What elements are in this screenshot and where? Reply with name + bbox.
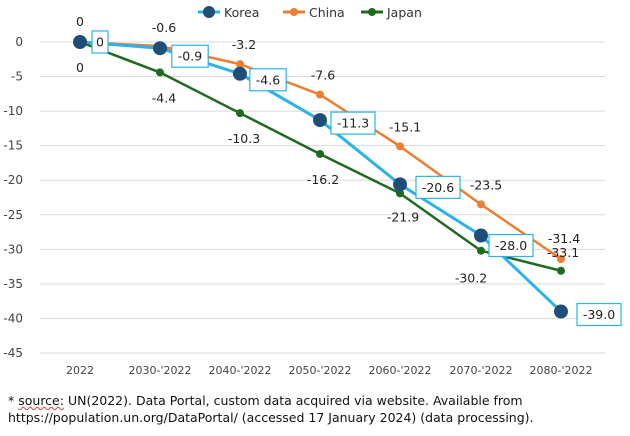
data-point-korea	[313, 113, 327, 128]
data-point-korea	[153, 41, 167, 56]
data-point-china	[477, 200, 485, 209]
x-tick-label: 2050-'2022	[289, 364, 352, 377]
y-axis: 0 -5 -10 -15 -20 -25 -30 -35 -40 -45	[3, 35, 23, 360]
data-point-japan	[557, 266, 565, 275]
y-tick-label: -40	[3, 311, 23, 325]
japan-data-label: -16.2	[307, 172, 339, 187]
data-point-japan	[396, 189, 404, 198]
korea-label-box	[330, 111, 376, 135]
footnote-text-2: (accessed 17 January 2024) (data process…	[237, 410, 534, 425]
gridlines	[40, 41, 605, 354]
data-point-japan	[477, 246, 485, 255]
korea-data-label: -4.6	[256, 72, 280, 87]
data-point-korea	[393, 177, 407, 192]
y-tick-label: -30	[3, 242, 23, 256]
x-tick-label: 2070-'2022	[450, 364, 513, 377]
korea-data-label: 0	[96, 35, 104, 50]
data-point-china	[557, 255, 565, 264]
y-tick-label: -15	[3, 139, 23, 153]
footnote-url[interactable]: https://population.un.org/DataPortal/	[8, 410, 238, 425]
data-point-korea	[233, 66, 247, 81]
legend-marker-korea	[203, 6, 215, 18]
footnote-source-word: source:	[18, 393, 64, 408]
y-tick-label: -20	[3, 173, 23, 187]
data-point-korea	[554, 304, 568, 319]
y-tick-label: -25	[3, 208, 23, 222]
legend-label-china: China	[309, 5, 345, 20]
x-axis: 2022 2030-'2022 2040-'2022 2050-'2022 2060-'…	[66, 364, 592, 377]
y-tick-label: 0	[15, 35, 23, 49]
korea-data-label: -39.0	[583, 307, 615, 322]
x-tick-label: 2040-'2022	[209, 364, 272, 377]
line-chart: 0 -5 -10 -15 -20 -25 -30 -35 -40 -45 2022 2030-'20…	[3, 5, 622, 377]
y-tick-label: -45	[3, 346, 23, 360]
data-point-japan	[236, 109, 244, 118]
korea-label-box	[249, 68, 287, 92]
x-tick-label: 2022	[66, 364, 94, 377]
data-point-china	[236, 60, 244, 69]
footnote-text-1: UN(2022). Data Portal, custom data acqui…	[63, 393, 523, 408]
footnote-line-1: * source: UN(2022). Data Portal, custom …	[8, 392, 623, 409]
china-data-label: 0	[76, 14, 84, 29]
korea-label-box	[488, 233, 534, 258]
x-tick-label: 2060-'2022	[369, 364, 432, 377]
data-point-japan	[316, 149, 324, 158]
y-tick-label: -10	[3, 104, 23, 118]
legend-label-korea: Korea	[224, 5, 259, 20]
china-data-label: -31.4	[548, 231, 580, 246]
data-point-korea	[474, 228, 488, 243]
legend-marker-china	[290, 8, 298, 16]
korea-label-box	[415, 175, 461, 199]
data-point-china	[316, 90, 324, 99]
korea-label-box	[576, 302, 622, 327]
footnote-prefix: *	[8, 393, 19, 408]
japan-data-label: -10.3	[228, 131, 260, 146]
series-lines	[73, 35, 568, 319]
korea-data-label: -11.3	[337, 116, 369, 131]
japan-data-label: -33.1	[547, 245, 579, 260]
korea-data-label: -28.0	[495, 238, 527, 253]
data-point-korea	[73, 35, 87, 49]
china-data-label: -23.5	[470, 177, 502, 192]
japan-data-label: -4.4	[152, 90, 176, 105]
japan-data-label: 0	[76, 60, 84, 75]
y-tick-label: -5	[11, 70, 23, 84]
legend: Korea China Japan	[198, 5, 422, 20]
footnote-line-2: https://population.un.org/DataPortal/ (a…	[8, 409, 623, 426]
data-labels: 0 -0.9 -4.6 -11.3 -20.6 -28.0 -39.0 0 -0.6 -3.2 -7…	[76, 14, 622, 327]
y-tick-label: -35	[3, 277, 23, 291]
legend-label-japan: Japan	[386, 5, 422, 20]
source-footnote: * source: UN(2022). Data Portal, custom …	[8, 392, 623, 426]
china-data-label: -15.1	[389, 119, 421, 134]
data-point-japan	[156, 68, 164, 77]
legend-marker-japan	[368, 8, 376, 16]
korea-data-label: -20.6	[422, 180, 454, 195]
data-point-china	[396, 142, 404, 151]
china-data-label: -3.2	[232, 37, 256, 52]
x-tick-label: 2030-'2022	[129, 364, 192, 377]
x-tick-label: 2080-'2022	[530, 364, 593, 377]
japan-data-label: -21.9	[387, 209, 419, 224]
korea-data-label: -0.9	[178, 49, 202, 64]
china-data-label: -7.6	[311, 68, 335, 83]
china-data-label: -0.6	[152, 20, 176, 35]
korea-label-box	[91, 30, 109, 54]
korea-label-box	[171, 44, 209, 68]
japan-data-label: -30.2	[455, 271, 487, 286]
